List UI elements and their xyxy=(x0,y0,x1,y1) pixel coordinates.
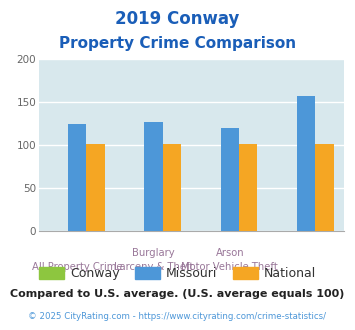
Bar xyxy=(315,144,334,231)
Bar xyxy=(297,96,315,231)
Text: Burglary: Burglary xyxy=(132,248,175,258)
Text: © 2025 CityRating.com - https://www.cityrating.com/crime-statistics/: © 2025 CityRating.com - https://www.city… xyxy=(28,312,327,321)
Bar xyxy=(221,128,239,231)
Text: Arson: Arson xyxy=(215,248,244,258)
Text: Larceny & Theft: Larceny & Theft xyxy=(114,262,193,272)
Text: Compared to U.S. average. (U.S. average equals 100): Compared to U.S. average. (U.S. average … xyxy=(10,289,345,299)
Text: Motor Vehicle Theft: Motor Vehicle Theft xyxy=(181,262,278,272)
Bar xyxy=(239,144,257,231)
Bar xyxy=(163,144,181,231)
Text: All Property Crime: All Property Crime xyxy=(32,262,122,272)
Text: 2019 Conway: 2019 Conway xyxy=(115,10,240,28)
Bar xyxy=(86,144,105,231)
Bar xyxy=(144,122,163,231)
Legend: Conway, Missouri, National: Conway, Missouri, National xyxy=(34,262,321,285)
Bar xyxy=(68,124,86,231)
Text: Property Crime Comparison: Property Crime Comparison xyxy=(59,36,296,51)
